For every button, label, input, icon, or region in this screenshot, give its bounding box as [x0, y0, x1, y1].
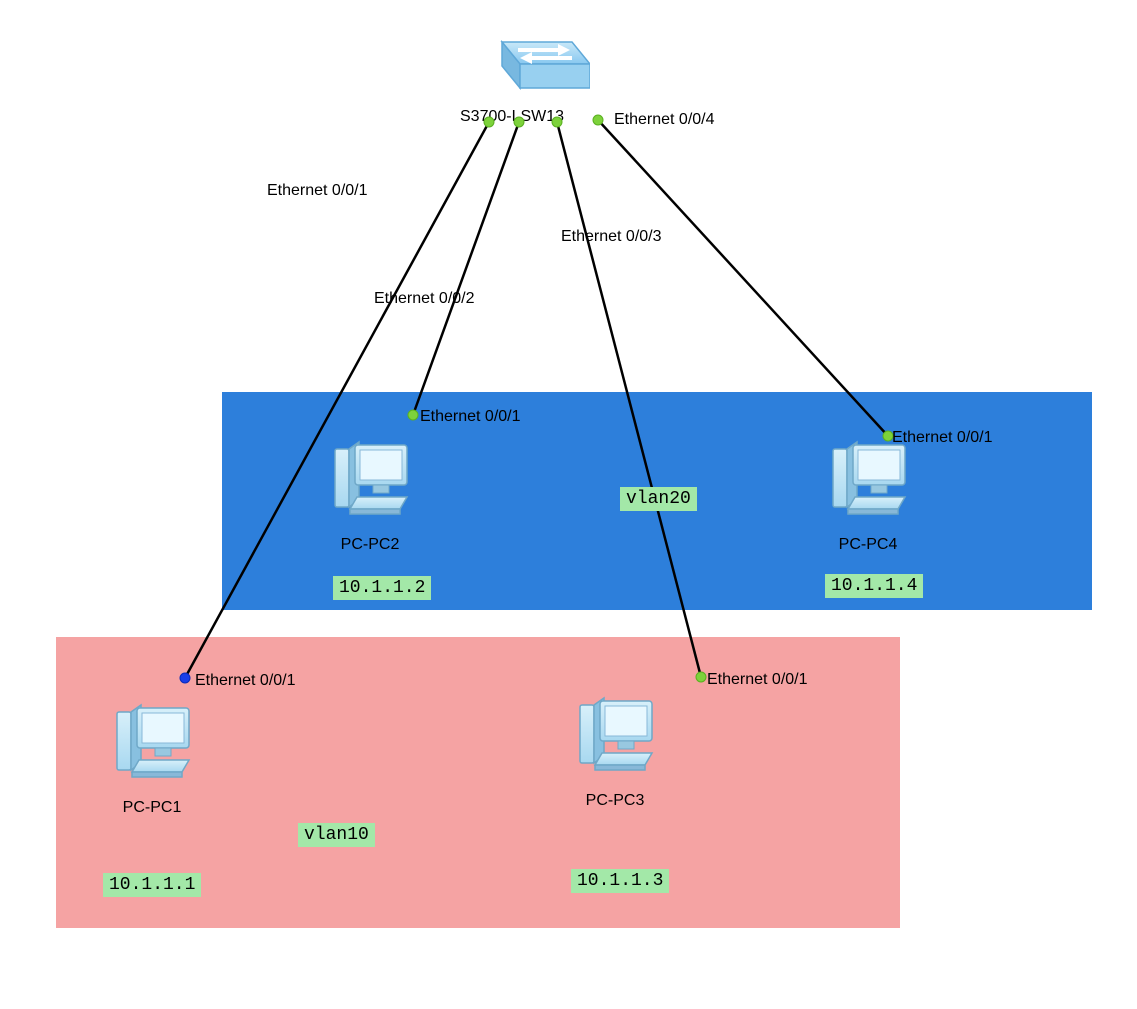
- switch-port-label-2: Ethernet 0/0/2: [374, 290, 475, 308]
- pc-icon: [325, 437, 415, 527]
- switch[interactable]: [490, 30, 590, 99]
- vlan20-label: vlan20: [620, 487, 697, 511]
- pc2-port-label: Ethernet 0/0/1: [420, 408, 521, 426]
- pc4-port-label: Ethernet 0/0/1: [892, 429, 993, 447]
- switch-port-label-3: Ethernet 0/0/3: [561, 228, 662, 246]
- pc2-ip: 10.1.1.2: [333, 576, 431, 600]
- switch-port-dot-1: [484, 117, 495, 128]
- switch-port-dot-3: [552, 117, 563, 128]
- pc-icon: [823, 437, 913, 527]
- pc-pc3[interactable]: PC-PC3: [570, 693, 660, 810]
- switch-port-dot-4: [593, 115, 604, 126]
- vlan10-label: vlan10: [298, 823, 375, 847]
- pc-pc1[interactable]: PC-PC1: [107, 700, 197, 817]
- pc2-port-dot: [408, 410, 419, 421]
- pc4-ip: 10.1.1.4: [825, 574, 923, 598]
- pc-pc2[interactable]: PC-PC2: [325, 437, 415, 554]
- pc1-port-dot: [180, 673, 191, 684]
- pc3-port-label: Ethernet 0/0/1: [707, 671, 808, 689]
- pc-pc1-label: PC-PC1: [107, 799, 197, 817]
- pc-icon: [107, 700, 197, 790]
- pc3-ip: 10.1.1.3: [571, 869, 669, 893]
- pc-pc3-label: PC-PC3: [570, 792, 660, 810]
- switch-label: S3700-LSW13: [460, 108, 564, 126]
- pc-icon: [570, 693, 660, 783]
- switch-port-label-4: Ethernet 0/0/4: [614, 111, 715, 129]
- switch-port-dot-2: [514, 117, 525, 128]
- pc1-port-label: Ethernet 0/0/1: [195, 672, 296, 690]
- pc-pc4-label: PC-PC4: [823, 536, 913, 554]
- pc-pc2-label: PC-PC2: [325, 536, 415, 554]
- switch-port-label-1: Ethernet 0/0/1: [267, 182, 368, 200]
- pc1-ip: 10.1.1.1: [103, 873, 201, 897]
- switch-icon: [490, 30, 590, 94]
- pc-pc4[interactable]: PC-PC4: [823, 437, 913, 554]
- pc3-port-dot: [696, 672, 707, 683]
